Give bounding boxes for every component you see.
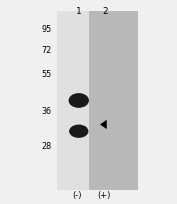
Text: (+): (+) [97, 190, 110, 199]
Text: 2: 2 [102, 7, 108, 16]
Text: 55: 55 [41, 70, 51, 79]
Bar [57, 12, 89, 190]
Text: (-): (-) [72, 190, 82, 199]
Ellipse shape [69, 94, 89, 108]
Polygon shape [100, 120, 107, 130]
Bar [89, 12, 138, 190]
Text: 28: 28 [41, 141, 51, 150]
Text: 36: 36 [41, 107, 51, 116]
Text: 72: 72 [41, 45, 51, 54]
Ellipse shape [69, 125, 88, 138]
Text: 95: 95 [41, 25, 51, 34]
Text: 1: 1 [76, 7, 82, 16]
